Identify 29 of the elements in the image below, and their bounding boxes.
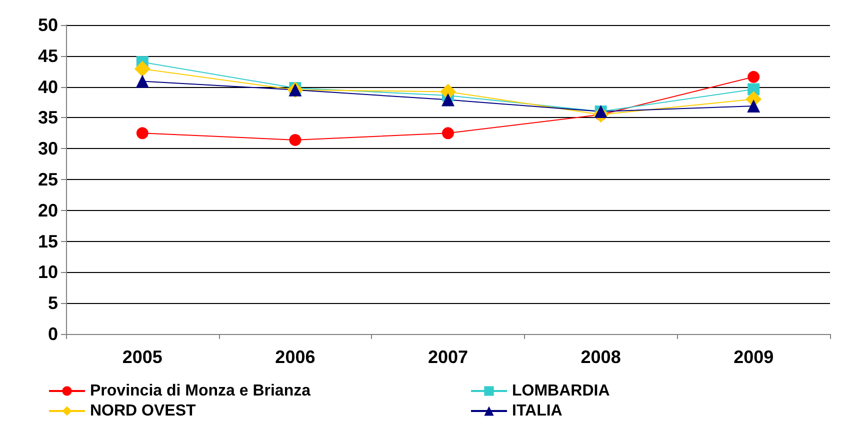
y-tick-label: 5: [48, 293, 58, 314]
y-tick-label: 15: [38, 231, 58, 252]
y-tick-label: 25: [38, 170, 58, 190]
x-tick-label: 2008: [580, 347, 621, 367]
x-tick-label: 2005: [122, 347, 162, 367]
y-tick-label: 0: [48, 324, 58, 344]
point: [440, 84, 456, 100]
x-tick-label: 2007: [428, 347, 468, 367]
legend-label: ITALIA: [512, 402, 563, 420]
point: [442, 93, 454, 106]
y-tick-label: 40: [38, 76, 58, 97]
x-tick-label: 2009: [734, 347, 774, 367]
y-tick-label: 45: [38, 46, 58, 66]
y-tick-label: 20: [38, 200, 58, 220]
point: [134, 60, 150, 77]
point: [136, 74, 149, 88]
y-tick-label: 10: [38, 262, 58, 282]
y-tick-label: 50: [38, 15, 58, 35]
point: [442, 127, 454, 140]
legend-label: NORD OVEST: [90, 402, 196, 420]
point: [136, 127, 148, 140]
point: [747, 99, 760, 112]
y-tick-label: 35: [38, 108, 58, 128]
legend-label: LOMBARDIA: [512, 382, 610, 400]
y-tick-label: 30: [38, 138, 58, 159]
x-tick-label: 2006: [275, 347, 316, 367]
legend-label: Provincia di Monza e Brianza: [90, 382, 311, 400]
point: [748, 70, 760, 83]
point: [289, 134, 302, 146]
